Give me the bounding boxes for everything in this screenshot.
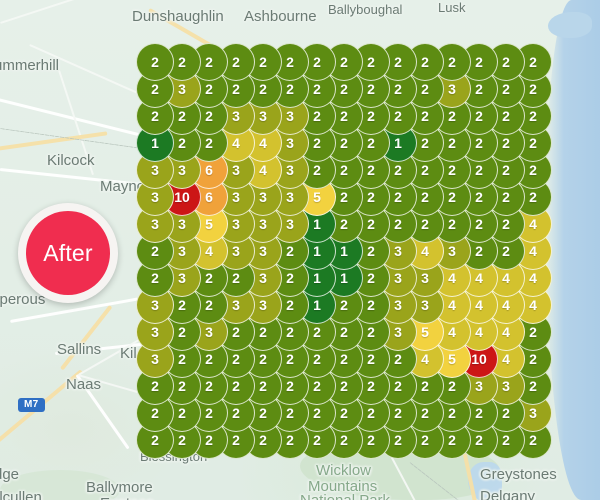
road-segment [75, 374, 130, 450]
park-area-southwest [0, 470, 120, 500]
motorway-shield-m7: M7 [18, 398, 45, 412]
road-segment [29, 44, 149, 99]
rogerstown-estuary-water [548, 12, 592, 38]
after-badge-label: After [43, 239, 93, 266]
motorway-segment [60, 304, 113, 371]
after-badge-fill: After [26, 211, 110, 295]
after-badge[interactable]: After [18, 203, 118, 303]
irish-sea-water [546, 0, 600, 500]
road-segment [0, 0, 144, 24]
road-segment [0, 168, 150, 187]
value-marker[interactable]: 2 [136, 43, 174, 81]
